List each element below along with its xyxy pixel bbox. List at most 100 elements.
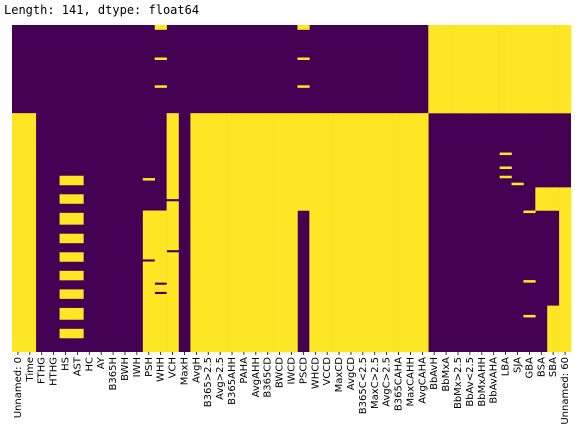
- heatmap-cell-block: [155, 85, 167, 88]
- x-tick-label: WHCD: [310, 357, 321, 389]
- heatmap-cell-block: [262, 113, 274, 352]
- heatmap-cell-block: [488, 25, 500, 113]
- x-tick-label: B365CAHA: [394, 357, 405, 411]
- heatmap-cell-block: [143, 211, 155, 260]
- x-tick-label: Time: [25, 357, 36, 382]
- heatmap-cell-block: [60, 271, 72, 280]
- heatmap-cell-block: [452, 25, 464, 113]
- heatmap-cell-block: [190, 113, 202, 352]
- heatmap-cell-block: [60, 176, 72, 185]
- heatmap-cell-block: [155, 57, 167, 60]
- heatmap-cell-block: [476, 25, 488, 113]
- x-tick-label: BSA: [536, 357, 547, 377]
- x-tick-label: Unnamed: 0: [13, 357, 24, 418]
- x-tick-label: WHH: [156, 357, 167, 382]
- heatmap-cell-block: [333, 113, 345, 352]
- heatmap-cell-block: [60, 329, 72, 338]
- x-tick-label: MaxC>2.5: [370, 357, 381, 409]
- x-tick-label: HTHG: [49, 357, 60, 386]
- heatmap-cell-block: [535, 25, 547, 113]
- heatmap-cell-block: [440, 25, 452, 113]
- heatmap-cell-block: [297, 57, 309, 60]
- x-tick-label: B365H: [108, 357, 119, 390]
- x-tick-label: BbMxA: [441, 357, 452, 392]
- heatmap-cells: [12, 25, 571, 352]
- heatmap-cell-block: [202, 113, 214, 352]
- heatmap-cell-block: [535, 187, 547, 210]
- x-tick-label: IWH: [132, 357, 143, 377]
- heatmap-cell-block: [60, 289, 72, 298]
- x-tick-label: AvgC>2.5: [382, 357, 393, 407]
- x-tick-label: BWCD: [275, 357, 286, 388]
- heatmap-cell-block: [24, 113, 36, 352]
- heatmap-cell-block: [60, 194, 72, 203]
- heatmap-cell-block: [428, 25, 440, 113]
- heatmap-cell-block: [547, 306, 559, 353]
- heatmap-cell-block: [404, 113, 416, 352]
- x-tick-label: MaxCD: [334, 357, 345, 393]
- heatmap-cell-block: [238, 113, 250, 352]
- x-tick-label: B365CD: [263, 357, 274, 398]
- heatmap-cell-block: [143, 262, 155, 353]
- heatmap-cell-block: [143, 178, 155, 181]
- heatmap-cell-block: [321, 113, 333, 352]
- x-tick-label: PSCD: [298, 357, 309, 384]
- heatmap-cell-block: [500, 166, 512, 169]
- x-tick-label: VCCD: [322, 357, 333, 386]
- x-tick-label: AvgAHH: [251, 357, 262, 397]
- heatmap-cell-block: [416, 113, 428, 352]
- heatmap-cell-block: [250, 113, 262, 352]
- heatmap-cell-block: [167, 252, 179, 352]
- heatmap-cell-block: [559, 25, 571, 113]
- heatmap-cell-block: [60, 252, 72, 261]
- heatmap-cell-block: [71, 289, 83, 298]
- heatmap-cell-block: [60, 234, 72, 243]
- heatmap-cell-block: [523, 25, 535, 113]
- x-tick-label: B365AHH: [227, 357, 238, 405]
- heatmap-cell-block: [60, 213, 72, 225]
- heatmap-cell-block: [71, 271, 83, 280]
- heatmap-cell-block: [297, 25, 309, 30]
- heatmap-cell-block: [71, 234, 83, 243]
- heatmap-cell-block: [60, 308, 72, 320]
- x-tick-label: Unnamed: 60: [560, 357, 571, 425]
- x-tick-label: SBA: [548, 357, 559, 377]
- x-tick-label: AST: [72, 356, 83, 376]
- heatmap-cell-block: [559, 187, 571, 352]
- heatmap-cell-block: [547, 187, 559, 210]
- heatmap-cell-block: [71, 176, 83, 185]
- x-tick-label: B365C<2.5: [358, 357, 369, 414]
- heatmap-cell-block: [500, 25, 512, 113]
- heatmap-cell-block: [155, 294, 167, 352]
- heatmap-cell-block: [71, 329, 83, 338]
- x-tick-label: PAHA: [239, 357, 250, 384]
- heatmap-cell-block: [226, 113, 238, 352]
- x-tick-label: AvgCAHA: [417, 357, 428, 404]
- x-tick-label: BbAvAHA: [489, 357, 500, 404]
- x-tick-label: IWCD: [287, 357, 298, 385]
- heatmap-cell-block: [512, 25, 524, 113]
- x-tick-label: BbAvH: [429, 357, 440, 390]
- heatmap-cell-block: [357, 113, 369, 352]
- heatmap-cell-block: [393, 113, 405, 352]
- heatmap-cell-block: [167, 201, 179, 250]
- heatmap-cell-block: [297, 113, 309, 211]
- heatmap-x-ticks: Unnamed: 0 Time FTHG HTHG HS AST HC AY B365H BWH I…: [13, 352, 571, 425]
- x-tick-label: BbAv<2.5: [465, 357, 476, 407]
- x-tick-label: BWH: [120, 357, 131, 381]
- x-tick-label: AY: [96, 356, 107, 369]
- x-tick-label: LBA: [501, 357, 512, 376]
- heatmap-cell-block: [381, 113, 393, 352]
- heatmap-cell-block: [274, 113, 286, 352]
- heatmap-cell-block: [523, 211, 535, 214]
- heatmap-cell-block: [167, 113, 179, 199]
- heatmap-cell-block: [547, 25, 559, 113]
- x-tick-label: VCH: [168, 357, 179, 378]
- heatmap-cell-block: [523, 315, 535, 318]
- heatmap-cell-block: [71, 252, 83, 261]
- heatmap-cell-block: [286, 113, 298, 352]
- heatmap-cell-block: [309, 113, 321, 352]
- heatmap-cell-block: [155, 211, 167, 283]
- x-tick-label: BbMxAHH: [477, 357, 488, 407]
- heatmap-cell-block: [523, 280, 535, 283]
